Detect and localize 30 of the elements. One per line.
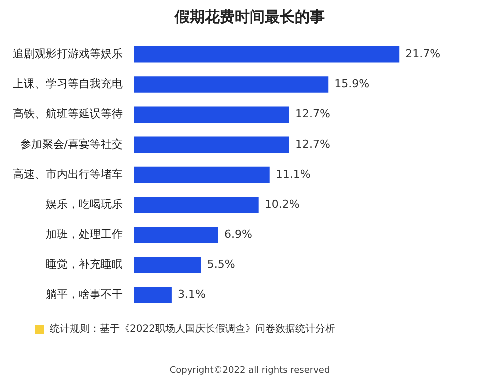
- data-label: 15.9%: [334, 78, 370, 91]
- bar: [134, 166, 270, 184]
- data-label: 6.9%: [224, 228, 252, 242]
- data-label: 5.5%: [207, 258, 236, 272]
- data-label: 10.2%: [264, 198, 300, 211]
- y-tick-label: 睡觉，补充睡眠: [46, 258, 123, 272]
- bar: [134, 106, 290, 123]
- y-tick-label: 躺平，啥事不干: [46, 288, 123, 302]
- data-label: 12.7%: [295, 108, 330, 121]
- y-tick-label: 高铁、航班等延误等待: [13, 108, 123, 121]
- y-tick-label: 娱乐，吃喝玩乐: [46, 198, 123, 211]
- y-tick-label: 追剧观影打游戏等娱乐: [13, 48, 123, 61]
- bar: [134, 76, 329, 93]
- data-label: 3.1%: [178, 288, 206, 302]
- y-tick-label: 加班，处理工作: [46, 228, 123, 242]
- text: Copyright©2022 all rights reserved: [168, 366, 332, 376]
- data-label: 21.7%: [406, 48, 441, 61]
- bar: [134, 196, 259, 214]
- bar: [134, 227, 218, 244]
- bar: [134, 287, 172, 304]
- bar: [134, 136, 290, 154]
- bar: [134, 46, 400, 63]
- chart-title: 假期花费时间最长的事: [174, 8, 326, 28]
- data-label: 11.1%: [276, 168, 311, 181]
- y-tick-label: 参加聚会/喜宴等社交: [20, 138, 123, 151]
- y-tick-label: 上课、学习等自我充电: [13, 78, 123, 91]
- bar: [134, 257, 202, 274]
- text: 统计规则：基于《2022职场人国庆长假调查》问卷数据统计分析: [50, 322, 336, 336]
- data-label: 12.7%: [295, 138, 330, 151]
- y-tick-label: 高速、市内出行等堵车: [13, 168, 123, 181]
